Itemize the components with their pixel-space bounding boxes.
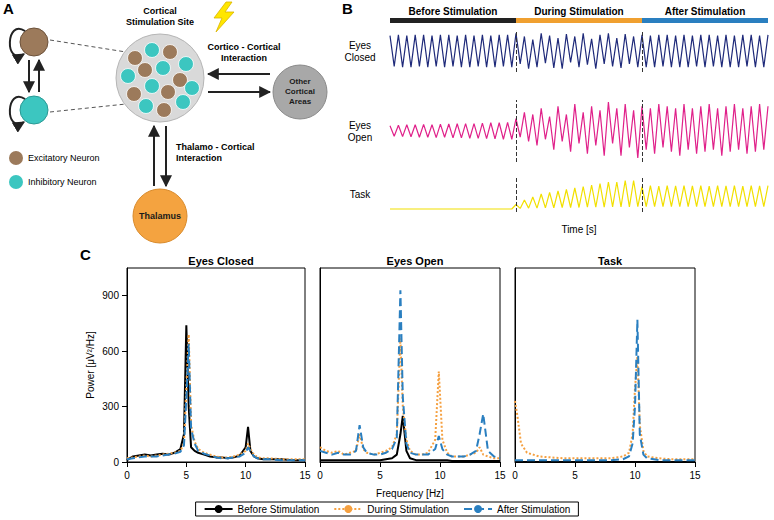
- svg-text:15: 15: [299, 470, 311, 481]
- svg-text:Eyes Closed: Eyes Closed: [188, 255, 253, 267]
- svg-text:Interaction: Interaction: [176, 153, 222, 163]
- svg-text:After Stimulation: After Stimulation: [497, 504, 570, 515]
- svg-text:Eyes Open: Eyes Open: [387, 255, 444, 267]
- svg-text:Excitatory Neuron: Excitatory Neuron: [28, 153, 100, 163]
- svg-text:Stimulation Site: Stimulation Site: [126, 17, 194, 27]
- svg-text:Interaction: Interaction: [221, 53, 267, 63]
- svg-text:Time [s]: Time [s]: [561, 224, 596, 235]
- svg-text:900: 900: [102, 290, 119, 301]
- svg-text:300: 300: [102, 401, 119, 412]
- html-text:B: B: [342, 0, 353, 17]
- svg-text:Thalamo - Cortical: Thalamo - Cortical: [176, 142, 255, 152]
- svg-text:Task: Task: [598, 255, 623, 267]
- svg-text:10: 10: [240, 470, 252, 481]
- svg-text:Open: Open: [348, 132, 372, 143]
- svg-text:15: 15: [689, 470, 701, 481]
- svg-text:Before Stimulation: Before Stimulation: [409, 6, 498, 17]
- svg-text:0: 0: [317, 470, 323, 481]
- svg-text:During Stimulation: During Stimulation: [534, 6, 623, 17]
- svg-text:Areas: Areas: [289, 97, 312, 106]
- svg-text:After Stimulation: After Stimulation: [665, 6, 746, 17]
- svg-text:0: 0: [512, 470, 518, 481]
- svg-text:Task: Task: [350, 189, 372, 200]
- svg-text:Closed: Closed: [344, 52, 375, 63]
- svg-text:10: 10: [629, 470, 641, 481]
- svg-text:Eyes: Eyes: [349, 120, 371, 131]
- svg-text:During Stimulation: During Stimulation: [367, 504, 449, 515]
- svg-text:Power [μV²/Hz]: Power [μV²/Hz]: [85, 331, 96, 399]
- svg-text:0: 0: [124, 470, 130, 481]
- svg-text:5: 5: [572, 470, 578, 481]
- html-text:A: A: [3, 0, 14, 17]
- svg-text:15: 15: [494, 470, 506, 481]
- html-text:C: C: [80, 246, 91, 263]
- svg-text:Other: Other: [289, 77, 310, 86]
- svg-text:Cortical: Cortical: [143, 6, 177, 16]
- svg-text:Cortico - Cortical: Cortico - Cortical: [207, 42, 280, 52]
- svg-text:600: 600: [102, 346, 119, 357]
- svg-text:Inhibitory Neuron: Inhibitory Neuron: [28, 177, 97, 187]
- svg-text:Frequency [Hz]: Frequency [Hz]: [376, 488, 444, 499]
- svg-text:Thalamus: Thalamus: [139, 211, 181, 221]
- svg-text:10: 10: [434, 470, 446, 481]
- svg-text:5: 5: [377, 470, 383, 481]
- svg-text:0: 0: [113, 457, 119, 468]
- svg-text:Eyes: Eyes: [349, 40, 371, 51]
- svg-text:Cortical: Cortical: [285, 87, 315, 96]
- svg-text:Before Stimulation: Before Stimulation: [238, 504, 320, 515]
- svg-text:5: 5: [184, 470, 190, 481]
